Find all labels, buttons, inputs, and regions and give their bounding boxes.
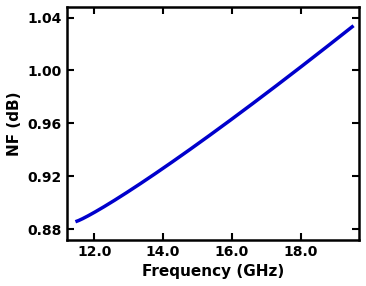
Y-axis label: NF (dB): NF (dB) — [7, 91, 22, 156]
X-axis label: Frequency (GHz): Frequency (GHz) — [142, 264, 284, 279]
